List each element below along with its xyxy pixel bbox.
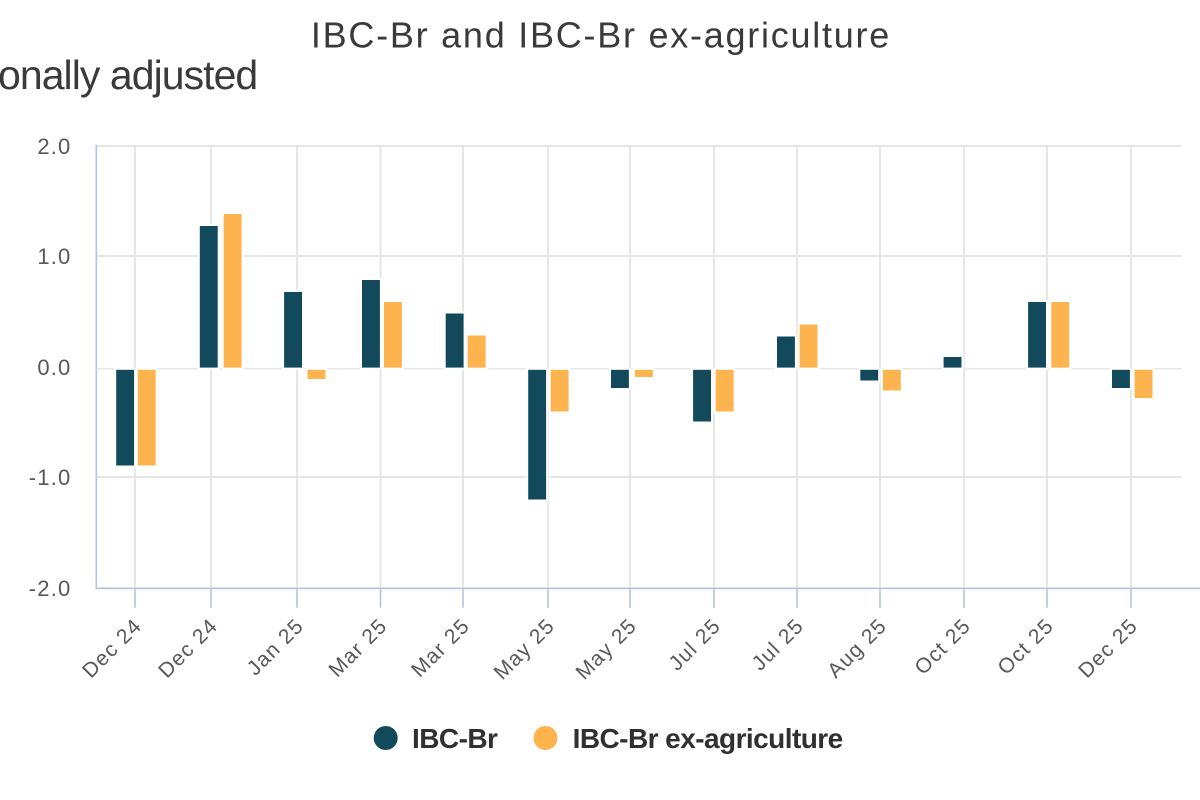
svg-text:1.0: 1.0 [37,244,71,269]
svg-text:0.0: 0.0 [37,355,71,380]
svg-text:IBC-Br ex-agriculture: IBC-Br ex-agriculture [573,723,843,754]
svg-text:onally adjusted: onally adjusted [0,52,257,98]
svg-text:-1.0: -1.0 [29,465,72,490]
svg-text:IBC-Br: IBC-Br [412,723,498,754]
svg-text:2.0: 2.0 [37,134,71,159]
svg-text:-2.0: -2.0 [29,576,72,601]
svg-text:IBC-Br and IBC-Br ex-agricultu: IBC-Br and IBC-Br ex-agriculture [311,15,891,56]
